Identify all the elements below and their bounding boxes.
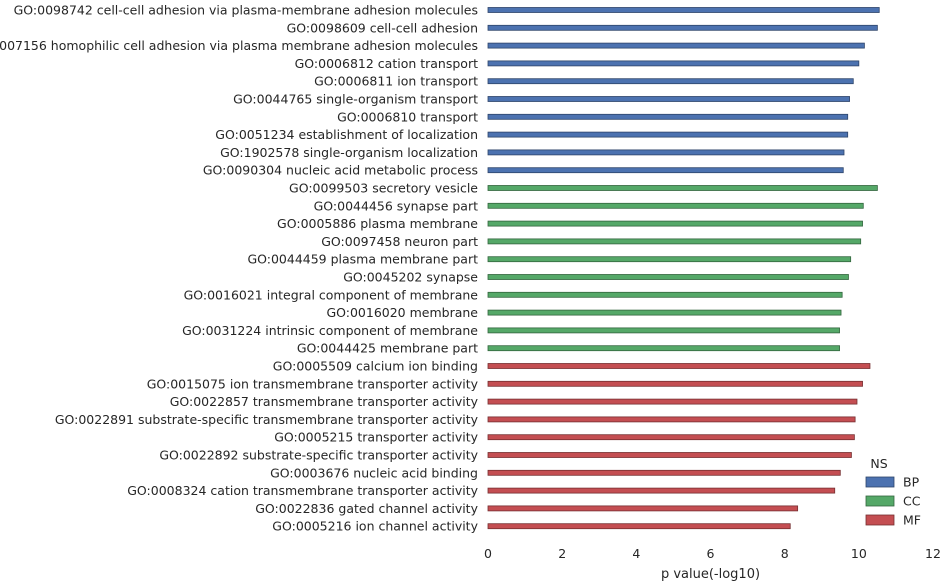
category-label: GO:0044456 synapse part bbox=[314, 198, 478, 213]
bar-mf bbox=[487, 452, 852, 458]
x-tick-label: 0 bbox=[484, 546, 492, 561]
bar-bp bbox=[487, 7, 880, 13]
category-label: GO:0005216 ion channel activity bbox=[272, 519, 478, 534]
legend-items: BP CC MF bbox=[865, 475, 921, 528]
category-label: GO:0022891 substrate-specific transmembr… bbox=[55, 412, 479, 427]
bar-cc bbox=[487, 256, 852, 263]
x-axis-label: p value(-log10) bbox=[661, 567, 760, 582]
category-labels: GO:0098742 cell-cell adhesion via plasma… bbox=[0, 3, 479, 534]
legend-swatch-cc bbox=[865, 495, 895, 507]
category-label: GO:0007156 homophilic cell adhesion via … bbox=[0, 38, 478, 53]
x-tick-label: 12 bbox=[925, 546, 941, 561]
bar-mf bbox=[487, 487, 836, 494]
legend-title: NS bbox=[870, 456, 887, 471]
category-label: GO:0098742 cell-cell adhesion via plasma… bbox=[14, 3, 478, 18]
category-label: GO:0031224 intrinsic component of membra… bbox=[182, 323, 478, 338]
bar-bp bbox=[487, 167, 844, 174]
category-label: GO:0006810 transport bbox=[337, 109, 478, 124]
bar-bp bbox=[487, 24, 878, 31]
category-label: GO:0044765 single-organism transport bbox=[233, 92, 478, 107]
bar-cc bbox=[487, 309, 842, 316]
bar-bp bbox=[487, 42, 865, 49]
x-tick-label: 2 bbox=[558, 546, 566, 561]
bar-bp bbox=[487, 78, 854, 85]
category-label: GO:0008324 cation transmembrane transpor… bbox=[127, 483, 478, 498]
bar-cc bbox=[487, 220, 863, 227]
category-label: GO:0044459 plasma membrane part bbox=[247, 252, 478, 267]
bar-mf bbox=[487, 523, 791, 530]
legend-swatch-bp bbox=[865, 476, 895, 488]
bar-cc bbox=[487, 274, 849, 280]
x-axis-ticks: 0 2 4 6 8 10 12 bbox=[484, 546, 941, 561]
category-label: GO:0051234 establishment of localization bbox=[215, 127, 478, 142]
category-label: GO:0016021 integral component of membran… bbox=[184, 287, 479, 302]
category-label: GO:0003676 nucleic acid binding bbox=[270, 465, 478, 480]
bar-mf bbox=[487, 363, 871, 369]
category-label: GO:0045202 synapse bbox=[343, 270, 478, 285]
bar-bp bbox=[487, 96, 850, 102]
bar-mf bbox=[487, 398, 858, 405]
bar-bp bbox=[487, 149, 845, 156]
category-label: GO:0099503 secretory vesicle bbox=[289, 181, 478, 196]
category-label: GO:0005886 plasma membrane bbox=[277, 216, 478, 231]
bar-mf bbox=[487, 505, 799, 512]
x-tick-label: 6 bbox=[707, 546, 715, 561]
bar-mf bbox=[487, 469, 841, 476]
category-label: GO:0022857 transmembrane transporter act… bbox=[170, 394, 479, 409]
category-label: GO:0005509 calcium ion binding bbox=[273, 359, 478, 374]
category-label: GO:0015075 ion transmembrane transporter… bbox=[147, 376, 479, 391]
category-label: GO:0022892 substrate-specific transporte… bbox=[159, 448, 478, 463]
bar-cc bbox=[487, 185, 878, 191]
legend-swatch-mf bbox=[865, 514, 895, 526]
category-label: GO:0090304 nucleic acid metabolic proces… bbox=[203, 163, 478, 178]
bars-layer bbox=[487, 7, 880, 530]
bar-bp bbox=[487, 113, 849, 120]
bar-bp bbox=[487, 60, 860, 67]
legend: NS BP CC MF bbox=[865, 456, 921, 528]
category-label: GO:0022836 gated channel activity bbox=[255, 501, 478, 516]
legend-label-cc: CC bbox=[903, 494, 921, 509]
x-tick-label: 4 bbox=[632, 546, 640, 561]
bar-cc bbox=[487, 345, 840, 352]
category-label: GO:0097458 neuron part bbox=[321, 234, 478, 249]
bar-cc bbox=[487, 238, 862, 245]
bar-cc bbox=[487, 202, 864, 209]
bar-mf bbox=[487, 380, 863, 387]
x-tick-label: 8 bbox=[781, 546, 789, 561]
bar-cc bbox=[487, 291, 843, 298]
category-label: GO:0006811 ion transport bbox=[314, 74, 478, 89]
category-label: GO:0006812 cation transport bbox=[295, 56, 478, 71]
bar-bp bbox=[487, 131, 849, 138]
category-label: GO:0016020 membrane bbox=[326, 305, 478, 320]
category-label: GO:0098609 cell-cell adhesion bbox=[287, 20, 478, 35]
x-tick-label: 10 bbox=[851, 546, 867, 561]
category-label: GO:0005215 transporter activity bbox=[274, 430, 478, 445]
bar-mf bbox=[487, 434, 855, 441]
legend-label-mf: MF bbox=[903, 513, 921, 528]
bar-mf bbox=[487, 416, 856, 423]
bar-cc bbox=[487, 327, 840, 334]
category-label: GO:1902578 single-organism localization bbox=[220, 145, 478, 160]
category-label: GO:0044425 membrane part bbox=[297, 341, 478, 356]
legend-label-bp: BP bbox=[903, 475, 920, 490]
